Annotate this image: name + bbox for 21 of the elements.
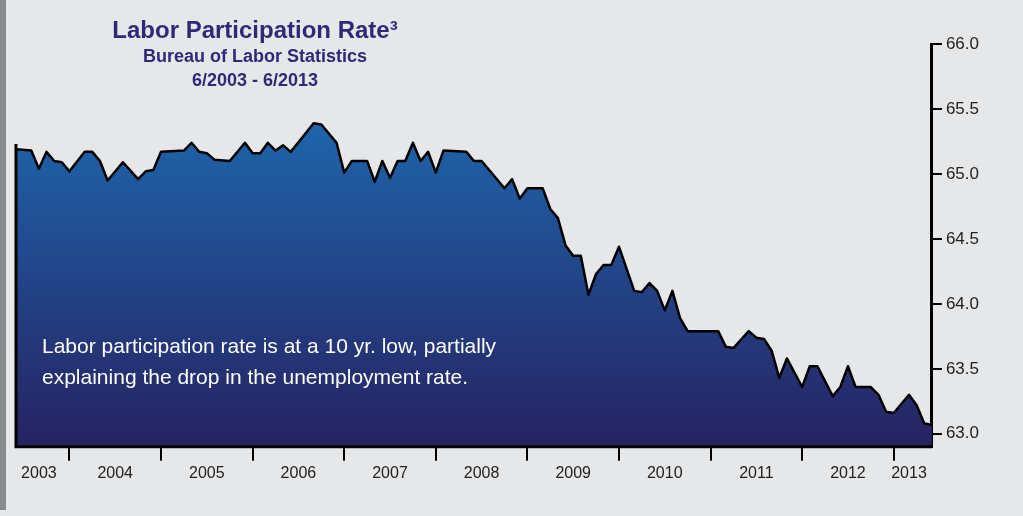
- chart-title: Labor Participation Rate³: [111, 16, 399, 44]
- y-tick-label: 64.0: [945, 293, 980, 313]
- x-tick-label: 2013: [891, 463, 927, 481]
- y-tick-label: 65.0: [945, 163, 980, 183]
- x-tick-label: 2009: [555, 463, 592, 481]
- y-tick-label: 64.5: [945, 228, 980, 248]
- x-tick-label: 2007: [372, 463, 408, 481]
- x-tick-label: 2011: [739, 463, 774, 481]
- annotation: Labor participation rate is at a 10 yr. low, partially explaining the drop in the unemployment rate.: [42, 333, 498, 390]
- x-tick-label: 2012: [830, 463, 866, 481]
- y-tick-label: 63.0: [945, 423, 980, 443]
- text: Bureau of Labor Statistics 6/2003 - 6/2013: [141, 45, 368, 92]
- x-tick-label: 2005: [189, 463, 225, 481]
- x-tick-label: 2004: [97, 463, 134, 481]
- x-tick-label: 2003: [21, 463, 57, 481]
- y-tick-label: 65.5: [945, 98, 980, 118]
- x-tick-label: 2008: [463, 463, 500, 481]
- y-tick-label: 63.5: [945, 358, 980, 378]
- y-tick-label: 66.0: [945, 33, 980, 53]
- x-tick-label: 2006: [280, 463, 317, 481]
- x-tick-label: 2010: [646, 463, 683, 481]
